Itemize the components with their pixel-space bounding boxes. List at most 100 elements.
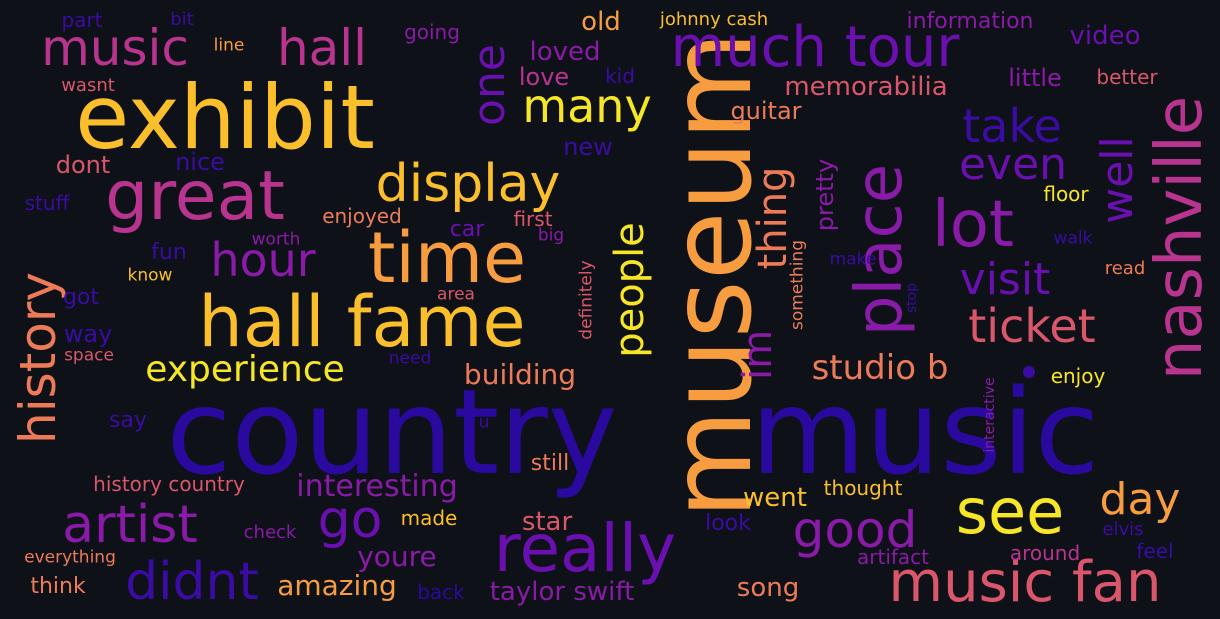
word: enjoy — [1050, 364, 1106, 388]
word: ticket — [968, 299, 1096, 353]
word: everything — [24, 547, 116, 568]
word: interactive — [982, 377, 998, 453]
word: definitely — [576, 260, 597, 340]
word: went — [743, 483, 807, 513]
word: interesting — [296, 469, 458, 504]
word: good — [792, 501, 918, 559]
word: thought — [823, 476, 903, 500]
word: wasnt — [61, 75, 115, 96]
word: great — [105, 157, 285, 236]
word: studio b — [811, 348, 949, 388]
word: walk — [1053, 228, 1093, 249]
word: video — [1069, 21, 1141, 51]
word: old — [581, 7, 621, 37]
word: know — [127, 265, 173, 286]
word: way — [63, 320, 113, 348]
word: artifact — [856, 545, 930, 569]
word: people — [607, 222, 653, 358]
word: hall — [276, 19, 368, 77]
word: back — [417, 580, 465, 604]
word: make — [829, 249, 877, 270]
word: go — [317, 490, 383, 550]
word: new — [563, 133, 613, 161]
word: car — [449, 217, 485, 242]
word: lot — [931, 188, 1015, 262]
word: made — [400, 506, 458, 530]
word: something — [787, 239, 808, 331]
word: got — [62, 285, 100, 310]
word: part — [61, 8, 103, 32]
word: building — [463, 358, 577, 391]
word: love — [518, 63, 570, 91]
word: fun — [151, 240, 187, 265]
word: elvis — [1102, 519, 1144, 540]
word: stuff — [24, 191, 70, 215]
word: going — [404, 20, 460, 44]
word: day — [1099, 474, 1181, 525]
word: around — [1009, 541, 1081, 565]
word: information — [906, 9, 1034, 34]
word: history country — [93, 472, 245, 496]
word: artist — [62, 495, 198, 555]
word: experience — [145, 349, 345, 390]
word: star — [521, 507, 573, 537]
word: area — [437, 284, 475, 305]
word: need — [388, 348, 432, 369]
word: loved — [529, 37, 601, 67]
word: dont — [55, 151, 111, 179]
word: guitar — [730, 97, 802, 125]
word: hour — [210, 233, 316, 287]
word: first — [513, 207, 553, 231]
word: many — [522, 79, 652, 133]
word: nashville — [1143, 95, 1217, 381]
word: im — [735, 329, 781, 381]
word: line — [213, 35, 245, 56]
word: taylor swift — [489, 577, 635, 607]
word: bit — [170, 9, 194, 30]
word: johnny cash — [659, 9, 769, 30]
word: floor — [1043, 182, 1089, 206]
word: exhibit — [75, 66, 375, 169]
word: memorabilia — [784, 72, 948, 102]
word: even — [958, 139, 1068, 190]
word: nice — [175, 148, 225, 176]
word: much tour — [670, 15, 960, 80]
word: still — [530, 451, 570, 476]
word: take — [962, 99, 1062, 153]
word: display — [375, 154, 561, 214]
word: pretty — [811, 158, 839, 232]
word: space — [64, 345, 114, 366]
word: history — [9, 272, 67, 444]
word: really — [493, 510, 677, 587]
word: feel — [1136, 539, 1174, 563]
word: think — [30, 574, 86, 599]
word: country — [166, 363, 618, 501]
word: see — [955, 475, 1065, 548]
word: music — [750, 363, 1100, 501]
word: say — [109, 408, 147, 433]
word: time — [367, 217, 527, 299]
word: youre — [357, 540, 437, 573]
word: little — [1008, 64, 1062, 92]
word: enjoyed — [322, 204, 402, 228]
word: stop — [904, 282, 920, 314]
word: read — [1104, 258, 1146, 279]
word: big — [537, 225, 565, 246]
decorative-dot — [1023, 366, 1035, 378]
word: look — [705, 511, 751, 536]
word: didnt — [125, 552, 259, 612]
word: well — [1092, 136, 1143, 224]
word: check — [243, 522, 297, 543]
word: amazing — [277, 569, 397, 602]
word: worth — [251, 229, 301, 250]
word: kid — [605, 64, 635, 88]
word: music fan — [888, 550, 1162, 615]
word: hall fame — [198, 281, 526, 363]
word: visit — [959, 254, 1051, 305]
word: u — [478, 412, 490, 433]
word: music — [41, 19, 189, 77]
word: better — [1096, 65, 1158, 89]
word: song — [736, 573, 800, 603]
word: one — [464, 44, 515, 126]
